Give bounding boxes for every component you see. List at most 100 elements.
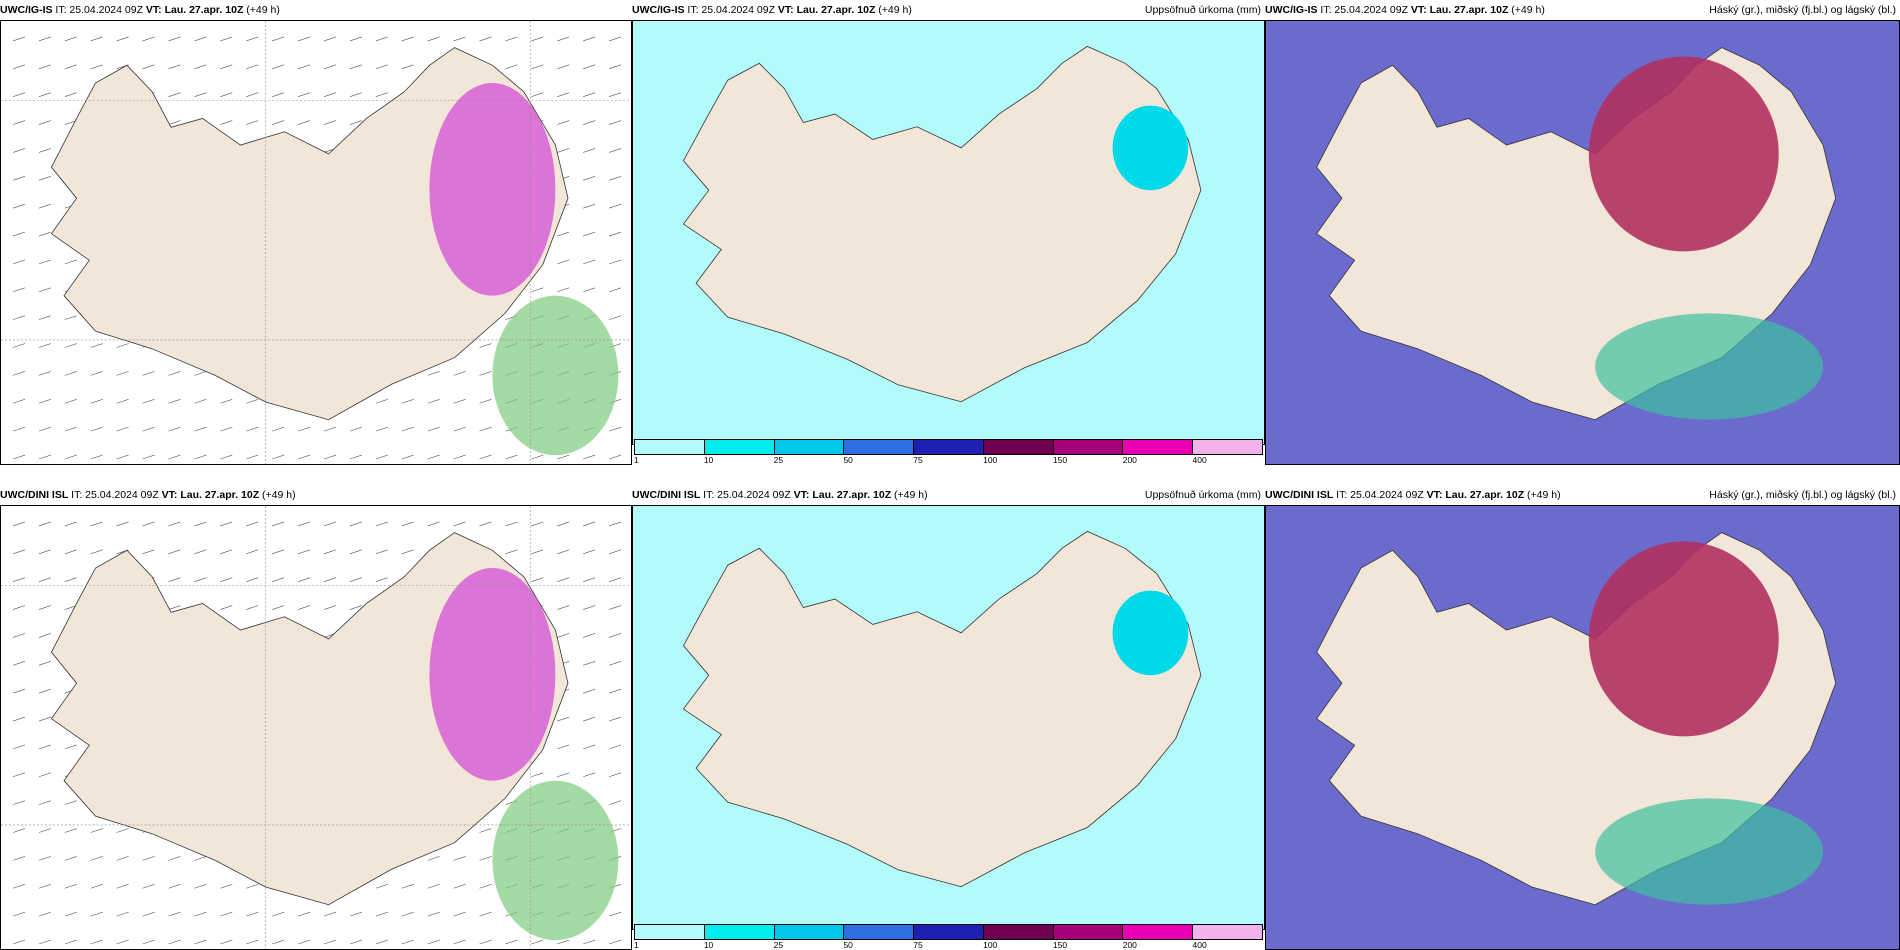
colorbar-label: 50 [843, 940, 853, 950]
wind-barb [12, 884, 26, 889]
wind-barb [246, 577, 259, 582]
wind-barb [116, 828, 129, 833]
wind-barb [12, 315, 26, 320]
wind-barb [583, 203, 596, 209]
wind-barb [583, 688, 596, 694]
wind-barb [401, 399, 414, 404]
wind-barb [297, 426, 311, 432]
wind-barb [479, 371, 492, 376]
map-cloud-cover[interactable] [1265, 20, 1900, 465]
wind-barb [12, 176, 26, 181]
wind-barb [246, 36, 259, 42]
wind-barb [220, 64, 233, 70]
map-cloud-cover[interactable] [1265, 505, 1900, 950]
wind-barb [194, 521, 207, 527]
wind-barb [608, 36, 622, 42]
valid-time: Lau. 27.apr. 10Z [1426, 4, 1509, 16]
map-wind-precip[interactable] [0, 20, 632, 465]
wind-barb [349, 521, 362, 527]
colorbar-swatch [1193, 925, 1263, 939]
wind-barb [608, 549, 622, 555]
wind-barb [168, 856, 181, 861]
wind-barb [90, 64, 103, 70]
map-accumulated-precip[interactable] [632, 20, 1265, 445]
wind-barb [12, 744, 26, 750]
colorbar-label: 400 [1192, 940, 1207, 950]
wind-barb [38, 884, 51, 889]
wind-barb [272, 426, 285, 432]
wind-barb [64, 744, 77, 750]
wind-barb [64, 92, 77, 97]
wind-barb [220, 454, 233, 460]
map-wind-precip[interactable] [0, 505, 632, 950]
wind-barb [375, 549, 388, 555]
precip-pink-blob [429, 83, 556, 296]
init-time: IT: 25.04.2024 09Z [68, 489, 162, 501]
wind-barb [608, 203, 622, 209]
wind-barb [583, 36, 596, 42]
map-accumulated-precip[interactable] [632, 505, 1265, 930]
wind-barb [116, 856, 129, 861]
wind-barb [323, 454, 337, 460]
init-time: IT: 25.04.2024 09Z [700, 489, 794, 501]
panel-top-left: UWC/IG-IS IT: 25.04.2024 09Z VT: Lau. 27… [0, 0, 632, 465]
wind-barb [297, 64, 311, 70]
wind-barb [220, 884, 233, 889]
wind-barb [479, 426, 492, 432]
wind-barb [12, 92, 26, 97]
lead-time: (+49 h) [1524, 489, 1561, 501]
init-time: IT: 25.04.2024 09Z [1333, 489, 1427, 501]
wind-barb [38, 772, 51, 778]
colorbar-label: 150 [1052, 455, 1068, 465]
colorbar-swatch [1123, 440, 1194, 454]
wind-barb [38, 605, 51, 610]
precip-pink-area [429, 568, 556, 781]
iceland-land [682, 45, 1202, 403]
wind-barb [531, 939, 544, 945]
wind-barb [38, 259, 51, 265]
valid-time-label: VT: [1410, 4, 1427, 16]
valid-time-label: VT: [161, 489, 178, 501]
wind-barb [38, 549, 51, 555]
wind-barb [168, 454, 181, 460]
wind-barb [557, 521, 570, 527]
precip-green-area [492, 295, 619, 456]
wind-barb [583, 744, 596, 750]
wind-barb [401, 521, 414, 527]
wind-barb [608, 633, 622, 638]
wind-barb [116, 454, 129, 460]
wind-barb [64, 259, 77, 265]
wind-barb [479, 884, 492, 889]
colorbar-label: 100 [983, 940, 998, 950]
wind-barb [608, 148, 622, 153]
wind-barb [453, 426, 466, 432]
wind-barb [12, 287, 26, 293]
graticule [1, 21, 631, 464]
wind-barb [38, 939, 51, 945]
wind-barb [323, 549, 337, 555]
wind-barb [38, 800, 51, 805]
wind-barb [38, 148, 51, 153]
colorbar-swatch [844, 440, 915, 454]
wind-barb [583, 287, 596, 293]
wind-barb [38, 828, 51, 833]
wind-barb [90, 911, 103, 917]
wind-barb [479, 911, 492, 917]
wind-barb [583, 549, 596, 555]
wind-barb [505, 521, 518, 527]
wind-barb [557, 716, 570, 722]
wind-barb [479, 36, 492, 42]
wind-barb [142, 371, 155, 376]
colorbar-swatch [914, 925, 984, 939]
valid-time-label: VT: [793, 489, 810, 501]
wind-barb [220, 92, 233, 97]
wind-barb [479, 454, 492, 460]
wind-barb [246, 454, 259, 460]
colorbar-label: 10 [703, 940, 714, 950]
wind-barb [297, 92, 311, 97]
wind-barb [583, 176, 596, 181]
wind-barb [38, 633, 51, 638]
wind-barb [297, 939, 311, 945]
wind-barb [583, 92, 596, 97]
wind-barb [583, 231, 596, 237]
